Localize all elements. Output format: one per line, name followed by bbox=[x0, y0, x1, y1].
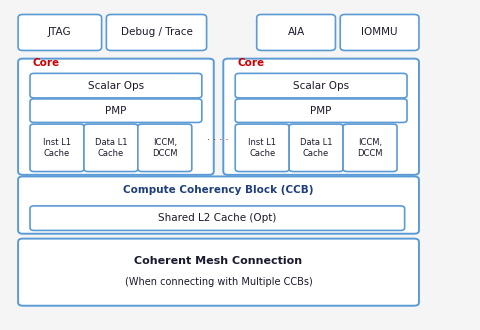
FancyBboxPatch shape bbox=[223, 59, 419, 175]
FancyBboxPatch shape bbox=[18, 15, 102, 50]
Text: IOMMU: IOMMU bbox=[361, 27, 398, 38]
FancyBboxPatch shape bbox=[107, 15, 206, 50]
FancyBboxPatch shape bbox=[235, 73, 407, 98]
FancyBboxPatch shape bbox=[30, 99, 202, 122]
Text: Coherent Mesh Connection: Coherent Mesh Connection bbox=[134, 256, 302, 266]
Text: (When connecting with Multiple CCBs): (When connecting with Multiple CCBs) bbox=[125, 277, 312, 287]
Text: Inst L1
Cache: Inst L1 Cache bbox=[248, 138, 276, 157]
Text: Compute Coherency Block (CCB): Compute Coherency Block (CCB) bbox=[123, 184, 314, 195]
Text: PMP: PMP bbox=[311, 106, 332, 116]
Text: Debug / Trace: Debug / Trace bbox=[120, 27, 192, 38]
FancyBboxPatch shape bbox=[30, 73, 202, 98]
FancyBboxPatch shape bbox=[340, 15, 419, 50]
Text: · · · ·: · · · · bbox=[207, 135, 228, 146]
Text: PMP: PMP bbox=[105, 106, 127, 116]
FancyBboxPatch shape bbox=[289, 124, 343, 172]
Text: ICCM,
DCCM: ICCM, DCCM bbox=[152, 138, 178, 157]
FancyBboxPatch shape bbox=[343, 124, 397, 172]
Text: AIA: AIA bbox=[288, 27, 305, 38]
FancyBboxPatch shape bbox=[257, 15, 336, 50]
Text: ICCM,
DCCM: ICCM, DCCM bbox=[357, 138, 383, 157]
FancyBboxPatch shape bbox=[18, 239, 419, 306]
Text: Core: Core bbox=[33, 58, 60, 68]
Text: Data L1
Cache: Data L1 Cache bbox=[95, 138, 127, 157]
Text: Shared L2 Cache (Opt): Shared L2 Cache (Opt) bbox=[158, 213, 276, 223]
FancyBboxPatch shape bbox=[235, 124, 289, 172]
FancyBboxPatch shape bbox=[18, 59, 214, 175]
Text: Data L1
Cache: Data L1 Cache bbox=[300, 138, 332, 157]
FancyBboxPatch shape bbox=[84, 124, 138, 172]
FancyBboxPatch shape bbox=[30, 124, 84, 172]
FancyBboxPatch shape bbox=[30, 206, 405, 230]
Text: Inst L1
Cache: Inst L1 Cache bbox=[43, 138, 71, 157]
FancyBboxPatch shape bbox=[18, 177, 419, 234]
Text: Core: Core bbox=[238, 58, 265, 68]
Text: Scalar Ops: Scalar Ops bbox=[293, 81, 349, 91]
Text: Scalar Ops: Scalar Ops bbox=[88, 81, 144, 91]
FancyBboxPatch shape bbox=[138, 124, 192, 172]
Text: JTAG: JTAG bbox=[48, 27, 72, 38]
FancyBboxPatch shape bbox=[235, 99, 407, 122]
